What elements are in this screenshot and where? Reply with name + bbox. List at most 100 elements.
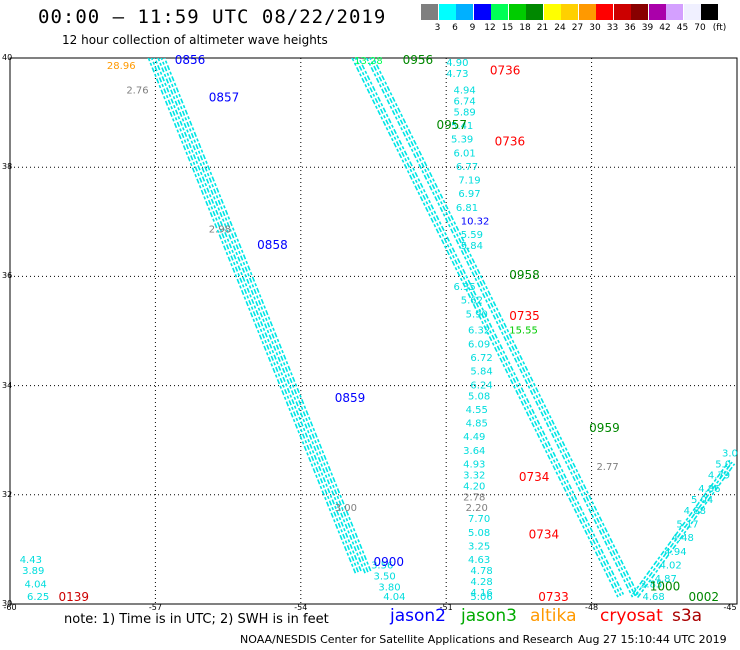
pass-time-label: 0736	[490, 63, 521, 77]
swh-value-label: 2.20	[466, 503, 488, 514]
swh-value-label: 5.39	[451, 135, 473, 146]
pass-time-label: 0956	[403, 53, 434, 67]
swh-value-label: 5.17	[676, 520, 698, 531]
track-stroke	[353, 58, 622, 597]
pass-time-label: 0733	[538, 590, 569, 604]
scale-label: 21	[536, 23, 549, 33]
swh-value-label: 4.16	[470, 588, 492, 599]
pass-time-label: 0857	[209, 91, 240, 105]
pass-time-label: 0900	[374, 555, 405, 569]
scale-swatch	[508, 4, 526, 20]
pass-time-label: 0959	[589, 421, 620, 435]
swh-value-label: 4.93	[463, 460, 485, 471]
swh-value-label: 6.32	[468, 326, 490, 337]
scale-swatch	[421, 4, 438, 20]
swh-value-label: 4.04	[25, 580, 47, 591]
swh-value-label: 3.32	[463, 470, 485, 481]
scale-label: 33	[606, 23, 619, 33]
longitude-tick-label: -51	[439, 603, 453, 612]
scale-swatch	[666, 4, 683, 20]
track-stroke	[156, 58, 367, 576]
map-title: 00:00 – 11:59 UTC 08/22/2019	[38, 6, 387, 28]
scale-label: 39	[641, 23, 654, 33]
swh-value-label: 3.85	[640, 580, 662, 591]
pass-time-label: 0856	[175, 53, 206, 67]
swh-value-label: 5.62	[461, 296, 483, 307]
swh-value-label: 3.0	[722, 449, 738, 460]
swh-value-label: 6.09	[468, 339, 490, 350]
swh-value-label: 4.88	[684, 506, 706, 517]
swh-value-label: 3.64	[463, 446, 485, 457]
swh-value-label: 4.55	[466, 405, 488, 416]
swh-value-label: 4.20	[463, 481, 485, 492]
scale-label: 3	[434, 23, 441, 33]
pass-time-label: 0002	[689, 590, 720, 604]
track-stroke	[356, 58, 625, 595]
swh-value-label: 5.08	[468, 391, 490, 402]
scale-swatch	[578, 4, 596, 20]
track-stroke	[632, 459, 731, 595]
scale-swatch	[613, 4, 631, 20]
scale-label: 9	[469, 23, 476, 33]
latitude-tick-label: 40	[2, 53, 13, 62]
latitude-tick-label: 34	[2, 380, 13, 390]
swh-value-label: 5.04	[691, 495, 713, 506]
swh-value-label: 4.48	[672, 533, 694, 544]
map-subtitle: 12 hour collection of altimeter wave hei…	[62, 33, 328, 47]
pass-time-label: 1000	[650, 579, 681, 593]
swh-value-label: 4.78	[470, 566, 492, 577]
longitude-tick-label: -60	[3, 603, 17, 612]
legend-altika: altika	[530, 606, 577, 626]
swh-value-label: 4.94	[453, 85, 475, 96]
swh-value-label: 2.78	[463, 492, 485, 503]
swh-value-label: 5.89	[453, 107, 475, 118]
swh-value-label: 13.28	[354, 56, 383, 67]
swh-value-label: 5.59	[461, 230, 483, 241]
scale-label: 30	[589, 23, 601, 33]
scale-label: 42	[659, 23, 671, 33]
latitude-tick-label: 38	[2, 162, 13, 172]
scale-unit: (ft)	[712, 23, 727, 33]
track-stroke	[159, 58, 370, 575]
swh-value-label: 4.73	[446, 69, 468, 80]
swh-value-label: 4.43	[20, 555, 42, 566]
swh-value-label: 3.56	[371, 561, 393, 572]
swh-value-label: 4.04	[383, 592, 405, 603]
scale-label: 45	[676, 23, 689, 33]
scale-swatch	[561, 4, 578, 20]
scale-swatch	[631, 4, 648, 20]
swh-value-layer: 4.904.734.946.745.895.415.396.016.777.19…	[20, 56, 738, 603]
swh-value-label: 5.41	[451, 121, 473, 132]
swh-value-label: 4.79	[708, 470, 730, 481]
swh-value-label: 28.96	[107, 61, 136, 72]
swh-value-label: 2.77	[596, 462, 618, 473]
latitude-tick-label: 32	[2, 489, 13, 499]
scale-swatch	[596, 4, 613, 20]
scale-swatch	[438, 4, 456, 20]
track-layer	[147, 58, 736, 599]
scale-swatch	[543, 4, 561, 20]
swh-value-label: 2.76	[126, 85, 148, 96]
track-stroke	[367, 58, 636, 597]
swh-value-label: 5.06	[470, 592, 492, 603]
track-stroke	[149, 58, 360, 575]
swh-value-label: 7.19	[458, 176, 480, 187]
scale-swatch	[701, 4, 718, 20]
track-stroke	[634, 461, 733, 597]
pass-time-label: 0734	[519, 470, 550, 484]
legend-s3a: s3a	[672, 606, 703, 626]
scale-label: 6	[452, 23, 458, 33]
swh-value-label: 4.28	[470, 577, 492, 588]
track-stroke	[162, 58, 373, 574]
scale-label: 15	[501, 23, 514, 33]
longitude-tick-label: -45	[723, 603, 737, 612]
longitude-tick-label: -54	[294, 603, 308, 612]
swh-value-label: 6.74	[453, 96, 475, 107]
pass-time-label: 0957	[437, 118, 468, 132]
legend-note: note: 1) Time is in UTC; 2) SWH is in fe…	[64, 612, 329, 627]
swh-value-label: 4.86	[698, 484, 720, 495]
track-stroke	[147, 58, 357, 576]
swh-value-label: 6.01	[453, 148, 475, 159]
